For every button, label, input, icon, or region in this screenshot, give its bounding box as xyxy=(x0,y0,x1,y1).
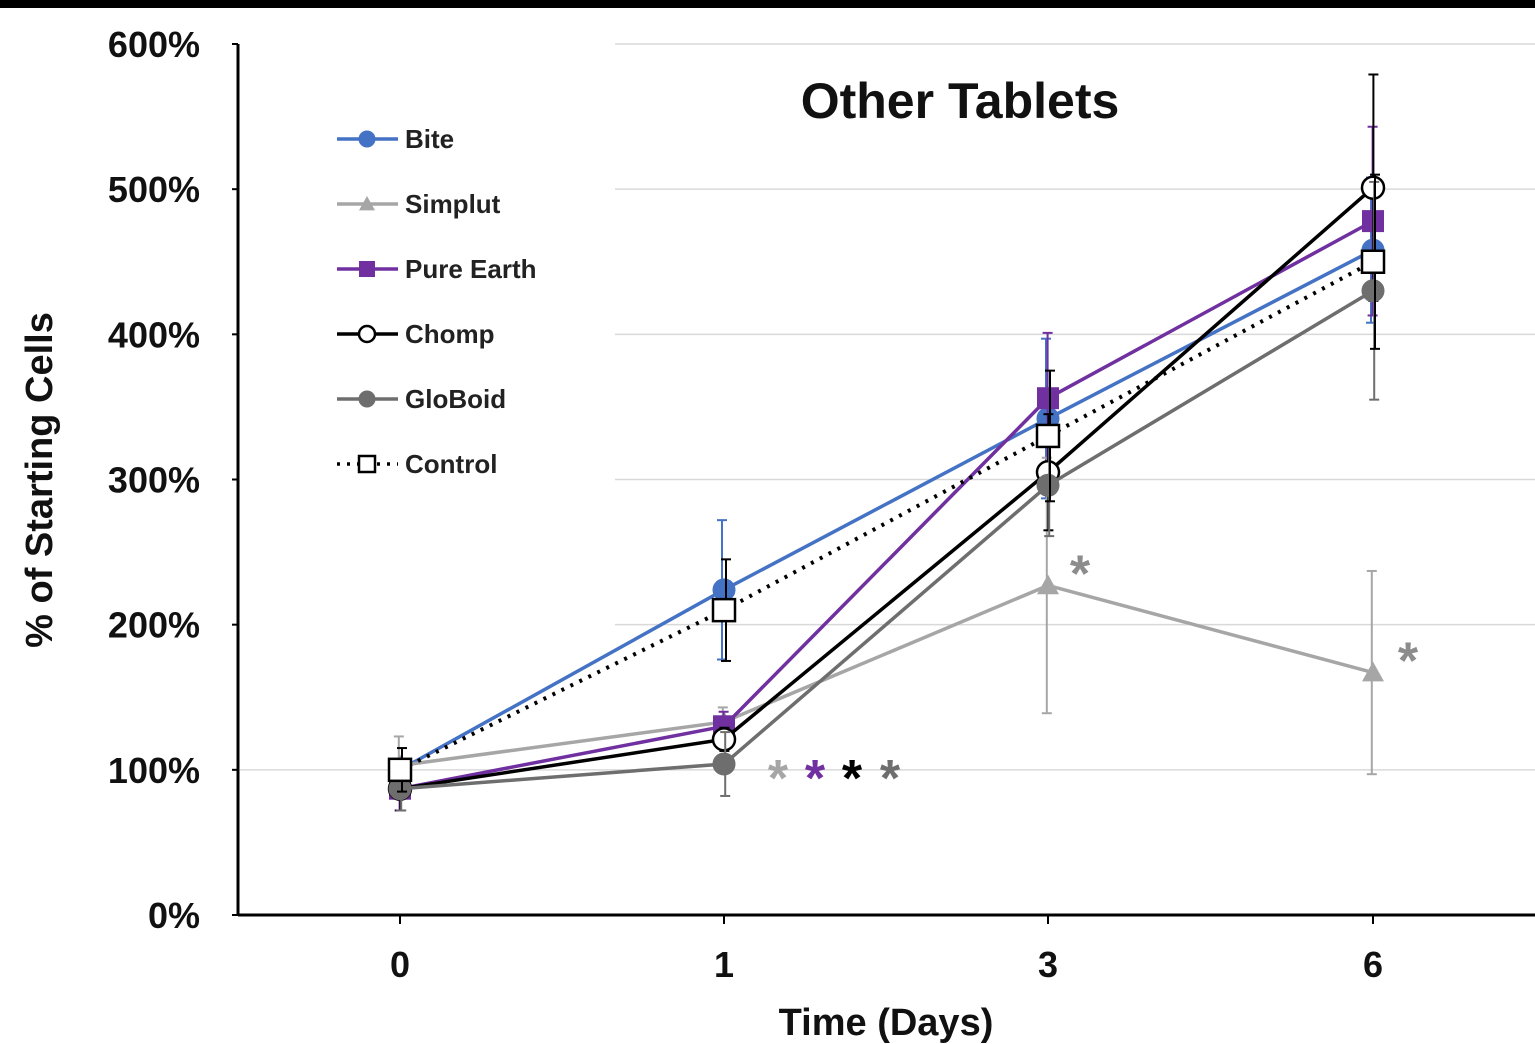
legend-swatch-marker xyxy=(358,390,376,408)
legend-item-globoid: GloBoid xyxy=(337,384,506,414)
legend-item-simplut: Simplut xyxy=(337,189,501,219)
significance-star: * xyxy=(1398,633,1419,691)
data-point xyxy=(1037,574,1059,595)
chart-title: Other Tablets xyxy=(801,73,1120,129)
x-tick-label: 3 xyxy=(1038,944,1058,985)
legend-swatch-marker xyxy=(358,130,376,148)
significance-star: * xyxy=(805,750,826,808)
data-point xyxy=(712,578,736,602)
y-tick-label: 100% xyxy=(108,750,200,791)
series-line xyxy=(399,289,1374,791)
legend-swatch-marker xyxy=(359,196,375,211)
series-globoid xyxy=(388,180,1385,812)
significance-star: * xyxy=(1070,545,1091,603)
series-line xyxy=(399,259,1374,772)
series-line xyxy=(399,186,1375,791)
y-tick-label: 500% xyxy=(108,169,200,210)
series-chomp xyxy=(387,73,1386,812)
x-tick-label: 1 xyxy=(714,944,734,985)
legend-label: GloBoid xyxy=(405,384,506,414)
y-tick-labels: 0% 100% 200% 300% 400% 500% 600% xyxy=(108,24,238,936)
data-point xyxy=(712,752,736,776)
legend-swatch-marker xyxy=(357,454,377,474)
data-point xyxy=(1035,423,1061,449)
data-point xyxy=(1362,661,1384,682)
data-point xyxy=(387,757,413,783)
data-point xyxy=(711,597,737,623)
legend-label: Pure Earth xyxy=(405,254,537,284)
data-point xyxy=(1037,387,1059,410)
x-tick-labels: 0 1 3 6 xyxy=(390,915,1383,985)
data-point xyxy=(1361,279,1385,303)
x-tick-label: 0 xyxy=(390,944,410,985)
data-point xyxy=(711,727,737,752)
legend-label: Bite xyxy=(405,124,454,154)
legend-item-chomp: Chomp xyxy=(337,319,495,349)
series-line xyxy=(399,248,1374,772)
y-tick-label: 0% xyxy=(148,895,200,936)
legend-item-control: Control xyxy=(337,449,497,479)
legend: Bite Simplut Pure Earth Chomp GloBoid Control xyxy=(337,124,537,479)
y-tick-label: 200% xyxy=(108,605,200,646)
top-border-bar xyxy=(0,0,1535,8)
series-line xyxy=(399,219,1374,791)
series xyxy=(387,73,1386,812)
data-point xyxy=(1360,175,1386,200)
legend-label: Control xyxy=(405,449,497,479)
significance-star: * xyxy=(880,750,901,808)
significance-star: * xyxy=(768,750,789,808)
series-pure-earth xyxy=(389,125,1384,812)
y-tick-label: 300% xyxy=(108,460,200,501)
y-tick-label: 600% xyxy=(108,24,200,65)
data-point xyxy=(1036,473,1060,497)
legend-label: Simplut xyxy=(405,189,501,219)
significance-star: * xyxy=(842,750,863,808)
significance-annotations: * * * * * * xyxy=(768,545,1419,807)
legend-swatch-marker xyxy=(357,324,377,344)
legend-swatch-marker xyxy=(359,261,375,277)
legend-item-bite: Bite xyxy=(337,124,454,154)
legend-label: Chomp xyxy=(405,319,495,349)
series-control xyxy=(387,173,1386,793)
x-tick-label: 6 xyxy=(1363,944,1383,985)
series-line xyxy=(399,583,1374,768)
legend-item-pure-earth: Pure Earth xyxy=(337,254,537,284)
y-axis-title: % of Starting Cells xyxy=(19,312,61,648)
x-axis-title: Time (Days) xyxy=(779,1002,994,1044)
y-tick-label: 400% xyxy=(108,314,200,355)
data-point xyxy=(1360,249,1386,274)
